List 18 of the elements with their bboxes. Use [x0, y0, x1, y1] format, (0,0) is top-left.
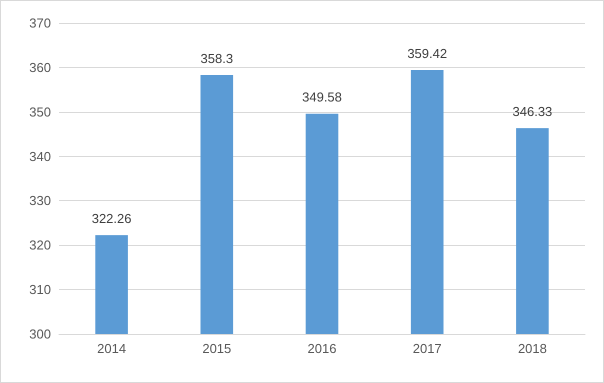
x-tick-label: 2015	[202, 341, 232, 356]
data-label: 346.33	[512, 104, 552, 120]
x-tick-label: 2016	[308, 341, 336, 356]
y-tick-label: 340	[29, 148, 51, 164]
y-tick-label: 310	[29, 282, 51, 298]
y-tick-label: 300	[29, 326, 51, 342]
x-tick-label: 2017	[412, 341, 442, 356]
x-tick-label: 2014	[97, 341, 126, 356]
y-tick-label: 370	[29, 16, 51, 30]
x-tick-label: 2018	[518, 341, 547, 356]
y-tick-label: 350	[29, 104, 51, 120]
y-tick-label: 330	[29, 193, 51, 208]
data-label: 359.42	[407, 46, 448, 62]
data-label: 349.58	[302, 90, 342, 105]
y-tick-label: 320	[29, 238, 51, 253]
data-label: 358.3	[200, 50, 234, 66]
y-tick-label: 360	[29, 60, 51, 75]
data-label: 322.26	[92, 211, 132, 226]
